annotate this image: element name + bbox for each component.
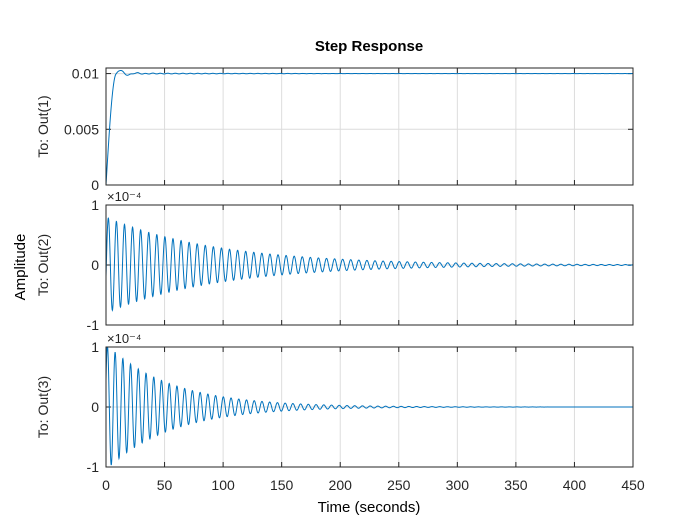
- x-tick-label: 400: [563, 477, 587, 493]
- x-tick-label: 300: [446, 477, 470, 493]
- series-line-out3: [105, 346, 633, 466]
- y-tick-label-out3: -1: [87, 459, 100, 475]
- subplot-ylabel-out1: To: Out(1): [35, 95, 51, 157]
- y-tick-label-out2: -1: [87, 317, 100, 333]
- plot-area-out1: [106, 68, 633, 185]
- y-tick-label-out3: 1: [91, 339, 99, 355]
- exponent-label-out2: ×10⁻⁴: [107, 189, 142, 204]
- subplot-ylabel-out2: To: Out(2): [35, 234, 51, 296]
- x-tick-label: 450: [621, 477, 645, 493]
- subplot-out1: 0 0.005 0.01 To: Out(1): [35, 66, 634, 193]
- y-axis-label: Amplitude: [12, 234, 29, 301]
- axes-box-out3: [105, 346, 634, 468]
- x-tick-label: 350: [504, 477, 528, 493]
- exponent-label-out3: ×10⁻⁴: [107, 331, 142, 346]
- y-tick-label-out1: 0: [91, 177, 99, 193]
- subplot-out2: -1 0 1 ×10⁻⁴ To: Out(2): [35, 189, 634, 333]
- y-tick-label-out3: 0: [91, 399, 99, 415]
- series-line-out2: [105, 217, 634, 312]
- x-tick-label: 0: [102, 477, 110, 493]
- y-tick-label-out1: 0.01: [72, 66, 99, 82]
- x-tick-label: 200: [329, 477, 353, 493]
- x-tick-label: 50: [157, 477, 173, 493]
- x-tick-label: 250: [387, 477, 411, 493]
- y-tick-label-out1: 0.005: [64, 121, 99, 137]
- axes-box-out2: [105, 204, 634, 326]
- x-tick-label: 100: [211, 477, 235, 493]
- subplot-out3: -1 0 1 ×10⁻⁴ To: Out(3): [35, 331, 634, 475]
- y-tick-label-out2: 0: [91, 257, 99, 273]
- axes-box-out1: [105, 67, 634, 186]
- series-line-out1: [105, 69, 633, 186]
- chart-title: Step Response: [315, 38, 423, 55]
- y-tick-label-out2: 1: [91, 197, 99, 213]
- x-tick-label: 150: [270, 477, 294, 493]
- subplot-ylabel-out3: To: Out(3): [35, 376, 51, 438]
- x-axis-label: Time (seconds): [318, 499, 421, 516]
